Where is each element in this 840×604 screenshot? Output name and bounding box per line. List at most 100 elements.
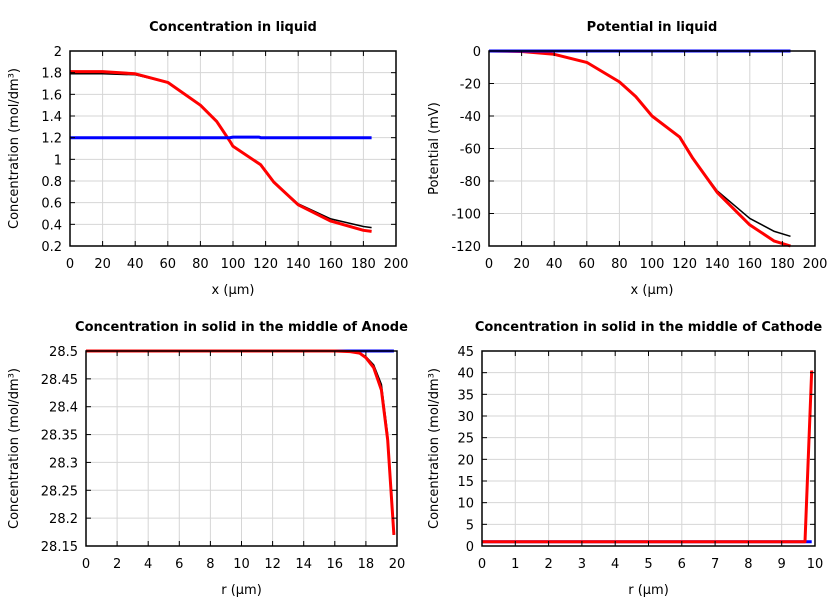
- x-tick-label: 80: [611, 257, 628, 272]
- x-tick-label: 6: [175, 557, 183, 572]
- x-axis-label: r (µm): [221, 583, 262, 598]
- x-tick-label: 2: [544, 557, 552, 572]
- y-axis-label: Concentration (mol/dm³): [7, 368, 22, 529]
- x-tick-label: 140: [705, 257, 730, 272]
- y-tick-label: 2: [54, 45, 62, 60]
- x-tick-label: 100: [640, 257, 665, 272]
- x-tick-label: 120: [672, 257, 697, 272]
- chart-title: Concentration in liquid: [149, 20, 317, 35]
- x-tick-label: 60: [579, 257, 596, 272]
- y-tick-label: 35: [457, 388, 474, 403]
- x-tick-label: 80: [192, 257, 209, 272]
- x-tick-label: 40: [546, 257, 563, 272]
- x-axis-label: x (µm): [212, 283, 255, 298]
- y-tick-label: 5: [466, 518, 474, 533]
- x-tick-label: 12: [264, 557, 281, 572]
- x-tick-label: 20: [389, 557, 406, 572]
- subplot-3: 0 2 4 6 8 10 12 14 16 18 20 28.15 28.2 28.25 28.3 28.35…: [7, 320, 408, 598]
- x-axis-label: r (µm): [628, 583, 669, 598]
- series-line-3: [482, 370, 814, 544]
- subplot-4: 0 1 2 3 4 5 6 7 8 9 10051015202530354045Concentrat…: [427, 320, 823, 598]
- series-line-2: [70, 70, 372, 233]
- series-line-3: [70, 135, 372, 140]
- x-tick-label: 10: [233, 557, 250, 572]
- y-axis-label: Potential (mV): [427, 102, 442, 195]
- y-tick-label: -120: [451, 240, 481, 255]
- y-tick-label: -80: [460, 175, 481, 190]
- y-tick-label: 40: [457, 367, 474, 382]
- series-line-2: [482, 370, 813, 543]
- x-tick-label: 2: [113, 557, 121, 572]
- x-tick-label: 120: [253, 257, 278, 272]
- y-tick-label: 28.5: [49, 345, 78, 360]
- x-tick-label: 0: [485, 257, 493, 272]
- x-tick-label: 160: [737, 257, 762, 272]
- x-tick-label: 16: [327, 557, 344, 572]
- x-tick-label: 0: [82, 557, 90, 572]
- x-tick-label: 200: [384, 257, 409, 272]
- chart-title: Potential in liquid: [587, 20, 718, 35]
- y-tick-label: 1.2: [41, 132, 62, 147]
- y-tick-label: -100: [451, 208, 481, 223]
- x-tick-label: 5: [644, 557, 652, 572]
- y-tick-label: 0.6: [41, 197, 62, 212]
- y-axis-label: Concentration (mol/dm³): [427, 368, 442, 529]
- y-tick-label: 30: [457, 410, 474, 425]
- y-tick-label: 0.4: [41, 218, 62, 233]
- x-tick-label: 140: [286, 257, 311, 272]
- y-tick-label: 0: [466, 540, 474, 555]
- x-tick-label: 40: [127, 257, 144, 272]
- x-tick-label: 1: [511, 557, 519, 572]
- x-tick-label: 100: [221, 257, 246, 272]
- y-tick-label: 25: [457, 432, 474, 447]
- y-tick-label: 28.2: [49, 512, 78, 527]
- chart-title: Concentration in solid in the middle of …: [75, 320, 408, 335]
- y-tick-label: 45: [457, 345, 474, 360]
- y-tick-label: 28.4: [49, 401, 78, 416]
- x-tick-label: 10: [807, 557, 824, 572]
- y-tick-label: 1.8: [41, 67, 62, 82]
- y-tick-label: 28.35: [41, 429, 78, 444]
- y-tick-label: 0: [473, 45, 481, 60]
- x-axis-label: x (µm): [631, 283, 674, 298]
- y-tick-label: 20: [457, 453, 474, 468]
- x-tick-label: 4: [611, 557, 619, 572]
- y-tick-label: 1.6: [41, 88, 62, 103]
- x-tick-label: 200: [803, 257, 828, 272]
- x-tick-label: 180: [770, 257, 795, 272]
- y-tick-label: 1: [54, 153, 62, 168]
- x-tick-label: 0: [478, 557, 486, 572]
- y-tick-label: 0.8: [41, 175, 62, 190]
- x-tick-label: 7: [711, 557, 719, 572]
- y-tick-label: 0.2: [41, 240, 62, 255]
- y-tick-label: -20: [460, 78, 481, 93]
- series-line-1: [70, 73, 372, 229]
- x-tick-label: 180: [351, 257, 376, 272]
- y-tick-label: 15: [457, 475, 474, 490]
- y-tick-label: -60: [460, 143, 481, 158]
- y-tick-label: -40: [460, 110, 481, 125]
- x-tick-label: 60: [160, 257, 177, 272]
- x-tick-label: 18: [358, 557, 375, 572]
- x-tick-label: 8: [206, 557, 214, 572]
- x-tick-label: 6: [678, 557, 686, 572]
- x-tick-label: 14: [295, 557, 312, 572]
- x-tick-label: 9: [778, 557, 786, 572]
- y-tick-label: 28.45: [41, 373, 78, 388]
- series-line-1: [488, 50, 791, 238]
- y-tick-label: 1.4: [41, 110, 62, 125]
- x-tick-label: 20: [513, 257, 530, 272]
- y-axis-label: Concentration (mol/dm³): [7, 68, 22, 229]
- x-tick-label: 20: [94, 257, 111, 272]
- y-tick-label: 28.15: [41, 540, 78, 555]
- x-tick-label: 8: [744, 557, 752, 572]
- chart-title: Concentration in solid in the middle of …: [475, 320, 823, 335]
- y-tick-label: 10: [457, 497, 474, 512]
- subplot-2: 0 20 40 60 80 100 120 140 160 180 200 -120 -100 -80 -6…: [427, 20, 827, 298]
- y-tick-label: 28.25: [41, 484, 78, 499]
- x-tick-label: 3: [578, 557, 586, 572]
- x-tick-label: 160: [318, 257, 343, 272]
- x-tick-label: 0: [66, 257, 74, 272]
- x-tick-label: 4: [144, 557, 152, 572]
